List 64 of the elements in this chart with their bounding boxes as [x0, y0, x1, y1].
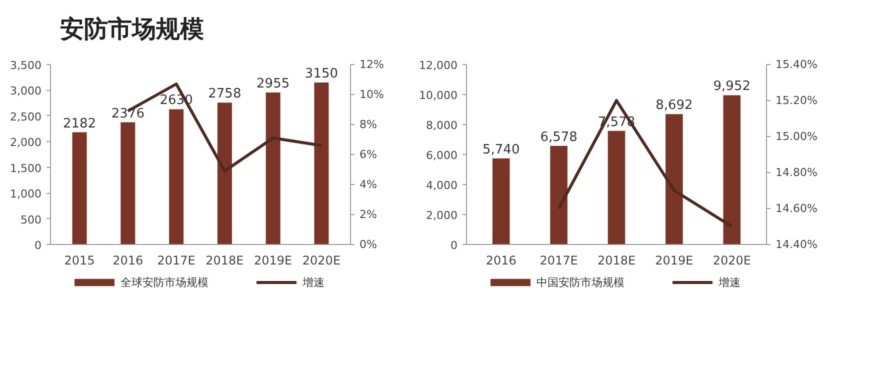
y-tick-label: 3,500: [10, 59, 42, 72]
data-label: 2376: [111, 106, 144, 122]
y-tick-label: 4,000: [426, 179, 458, 192]
y2-tick-label: 15.00%: [776, 130, 818, 143]
y-tick-label: 0: [450, 239, 458, 252]
y2-tick-label: 6%: [360, 148, 377, 161]
y-tick-label: 0: [34, 239, 42, 252]
x-tick-label: 2017E: [540, 254, 578, 268]
y2-tick-label: 8%: [360, 118, 377, 131]
legend-label: 中国安防市场规模: [536, 276, 624, 289]
y-tick-label: 2,500: [10, 110, 42, 124]
y2-tick-label: 0%: [360, 238, 377, 251]
y-tick-label: 1,000: [10, 188, 42, 201]
x-tick-label: 2018E: [206, 254, 244, 268]
bar: [723, 95, 741, 244]
x-tick-label: 2016: [112, 254, 144, 268]
x-tick-label: 2015: [64, 254, 95, 268]
bar: [266, 92, 280, 244]
y2-tick-label: 14.40%: [776, 238, 818, 251]
y2-tick-label: 12%: [360, 58, 384, 71]
y-tick-label: 2,000: [10, 136, 42, 150]
y-tick-label: 10,000: [419, 89, 458, 102]
y2-tick-label: 15.40%: [776, 58, 818, 71]
bar: [314, 82, 329, 244]
bar: [120, 122, 136, 244]
legend-label: 增速: [302, 276, 324, 289]
data-label: 9,952: [713, 79, 750, 94]
bar: [217, 102, 232, 244]
y-tick-label: 1,500: [10, 162, 42, 175]
data-label: 6,578: [540, 130, 578, 145]
data-label: 8,692: [656, 98, 693, 114]
chart-title: 安防市场规模: [60, 14, 204, 45]
y2-tick-label: 4%: [360, 178, 377, 191]
x-tick-label: 2016: [486, 254, 516, 268]
data-label: 2758: [208, 86, 242, 102]
y2-tick-label: 10%: [360, 88, 384, 101]
x-tick-label: 2018E: [597, 254, 636, 268]
y-tick-label: 3,000: [10, 84, 42, 98]
y-tick-label: 2,000: [426, 209, 458, 222]
bar: [72, 132, 87, 244]
x-tick-label: 2019E: [254, 254, 292, 268]
bar: [169, 109, 184, 244]
y-tick-label: 8,000: [426, 119, 458, 132]
x-tick-label: 2020E: [712, 254, 751, 268]
y2-tick-label: 15.20%: [776, 94, 818, 107]
data-label: 3150: [304, 66, 338, 82]
legend-label: 增速: [718, 276, 740, 289]
y2-tick-label: 14.60%: [776, 202, 818, 215]
bar: [492, 158, 510, 244]
x-tick-label: 2017E: [157, 254, 196, 268]
x-tick-label: 2020E: [302, 254, 341, 268]
y-tick-label: 12,000: [419, 59, 458, 72]
y-tick-label: 500: [20, 213, 42, 226]
data-label: 2955: [256, 76, 290, 92]
bar: [550, 146, 568, 244]
data-label: 5,740: [482, 142, 520, 158]
data-label: 2182: [62, 116, 96, 132]
y2-tick-label: 14.80%: [776, 166, 818, 179]
bar: [666, 114, 683, 244]
bar: [608, 130, 626, 244]
x-tick-label: 2019E: [655, 254, 694, 268]
y2-tick-label: 2%: [360, 208, 377, 221]
y-tick-label: 6,000: [426, 149, 458, 162]
legend-label: 全球安防市场规模: [120, 276, 208, 289]
